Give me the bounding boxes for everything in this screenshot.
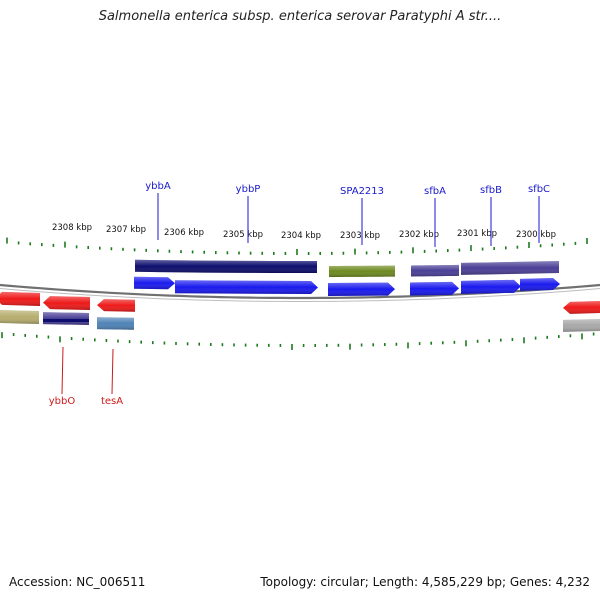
kbp-tick-label: 2300 kbp (516, 230, 556, 240)
cds-arrow-spa2213 (328, 282, 395, 296)
cog-block-tesa (97, 317, 134, 330)
gene-label-sfba: sfbA (424, 186, 446, 197)
kbp-tick-label: 2307 kbp (106, 225, 146, 235)
cog-block-ybbo (43, 312, 89, 326)
cog-block-sfba (411, 264, 459, 277)
gene-label-ybba: ybbA (145, 181, 171, 192)
cds-arrow-right-edge (563, 301, 600, 314)
cds-arrow-tesa-shine (97, 299, 135, 312)
gene-label-ybbo: ybbO (49, 396, 76, 407)
cds-arrow-sfbc-shine (520, 277, 560, 291)
chart-title: Salmonella enterica subsp. enterica sero… (98, 9, 502, 24)
cds-arrow-sfbc (520, 277, 560, 291)
kbp-tick-label: 2305 kbp (223, 230, 263, 240)
cog-block-sfbb-sfbc-shine (461, 261, 559, 275)
backbone-shadow (0, 288, 600, 302)
cog-block-tesa-shine (97, 317, 134, 330)
cog-block-sfbb-sfbc (461, 261, 559, 275)
cog-block-left-edge (0, 309, 39, 324)
cds-arrow-right-edge-shine (563, 301, 600, 314)
kbp-tick-label: 2306 kbp (164, 228, 204, 238)
kbp-tick-label: 2308 kbp (52, 223, 92, 233)
cds-arrow-ybba (134, 276, 175, 290)
gene-callout-line (61, 346, 64, 395)
cog-block-ybba-ybbp-shine (135, 259, 317, 273)
kbp-tick-label: 2303 kbp (340, 231, 380, 241)
cds-arrow-left-edge-shine (0, 291, 40, 306)
cog-block-right-edge-shine (563, 319, 600, 332)
cds-arrow-spa2213-shine (328, 282, 395, 296)
cds-arrow-sfba-shine (410, 281, 459, 296)
cog-block-spa2213 (329, 265, 395, 277)
kbp-tick-label: 2304 kbp (281, 231, 321, 241)
cog-block-ybbo-shine (43, 312, 89, 326)
kbp-tick-label: 2301 kbp (457, 229, 497, 239)
gene-label-tesa: tesA (101, 396, 123, 407)
genome-summary: Topology: circular; Length: 4,585,229 bp… (260, 575, 590, 589)
cog-block-sfba-shine (411, 264, 459, 277)
gene-callout-line (111, 348, 114, 395)
gene-label-sfbc: sfbC (528, 184, 550, 195)
cds-arrow-sfba (410, 281, 459, 296)
cds-arrow-ybbp-shine (175, 280, 318, 294)
cds-arrow-sfbb (461, 279, 521, 294)
cog-block-ybba-ybbp (135, 259, 317, 273)
cds-arrow-ybbo-shine (43, 296, 90, 311)
gene-label-sfbb: sfbB (480, 185, 502, 196)
cds-arrow-sfbb-shine (461, 279, 521, 294)
cog-block-right-edge (563, 319, 600, 332)
kbp-tick-label: 2302 kbp (399, 230, 439, 240)
cds-arrow-ybba-shine (134, 276, 175, 290)
gene-label-spa2213: SPA2213 (340, 186, 384, 197)
cog-stripe-ybbo (43, 319, 89, 322)
cds-arrow-ybbp (175, 280, 318, 294)
cog-block-spa2213-shine (329, 265, 395, 277)
cds-arrow-left-edge (0, 291, 40, 306)
cds-arrow-ybbo (43, 296, 90, 311)
cds-arrow-tesa (97, 299, 135, 312)
cog-block-left-edge-shine (0, 309, 39, 324)
accession-label: Accession: NC_006511 (9, 575, 146, 589)
gene-label-ybbp: ybbP (236, 184, 261, 195)
